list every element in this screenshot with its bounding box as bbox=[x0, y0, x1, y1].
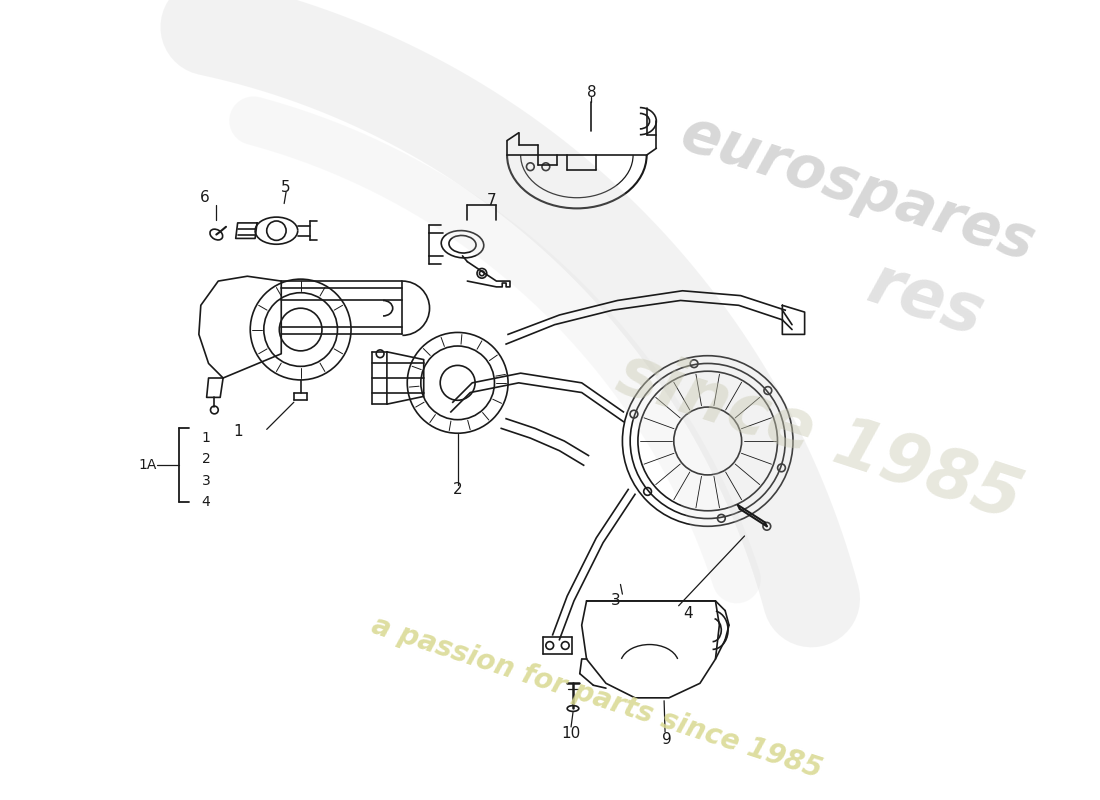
Text: 2: 2 bbox=[453, 482, 462, 497]
Text: 9: 9 bbox=[662, 732, 672, 747]
Text: 3: 3 bbox=[610, 594, 620, 609]
Text: 7: 7 bbox=[487, 193, 496, 208]
Text: 4: 4 bbox=[201, 495, 210, 509]
Text: 1A: 1A bbox=[139, 458, 157, 472]
Text: 1: 1 bbox=[233, 424, 242, 439]
Text: a passion for parts since 1985: a passion for parts since 1985 bbox=[367, 612, 825, 784]
Text: res: res bbox=[859, 251, 992, 350]
Text: 10: 10 bbox=[561, 726, 581, 742]
Text: 8: 8 bbox=[586, 85, 596, 99]
Text: 4: 4 bbox=[683, 606, 693, 621]
Text: since 1985: since 1985 bbox=[608, 339, 1030, 533]
Text: 5: 5 bbox=[282, 179, 290, 194]
Text: eurospares: eurospares bbox=[673, 105, 1042, 273]
Text: 1: 1 bbox=[201, 431, 210, 445]
Text: 6: 6 bbox=[200, 190, 210, 206]
Text: 3: 3 bbox=[201, 474, 210, 488]
Text: 2: 2 bbox=[201, 453, 210, 466]
